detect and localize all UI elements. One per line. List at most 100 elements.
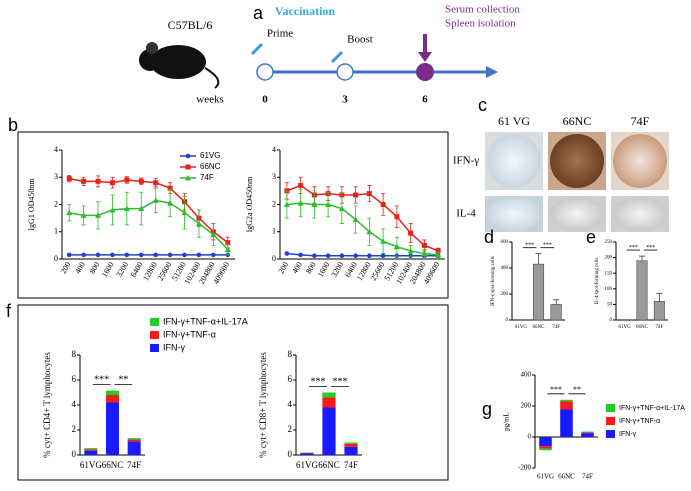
weeks-label: weeks	[196, 94, 224, 106]
marker	[210, 231, 217, 237]
y-tick-label: 1	[272, 227, 276, 236]
y-tick-label: 4	[272, 145, 276, 154]
series-line	[69, 177, 229, 244]
legend-label: IFN-γ	[163, 342, 185, 352]
bar-segment	[344, 443, 358, 447]
series-line	[286, 202, 439, 256]
mouse	[139, 49, 161, 71]
marker	[353, 192, 359, 198]
y-tick-label: 8	[288, 349, 293, 359]
marker	[421, 242, 427, 248]
marker	[81, 178, 87, 184]
well	[487, 134, 541, 188]
panel-box	[17, 304, 449, 481]
x-tick-label: 3200	[114, 260, 130, 278]
x-tick-label: 400	[290, 260, 304, 275]
error-bar	[535, 253, 542, 265]
y-tick-label: 400	[521, 371, 532, 379]
marker	[435, 251, 442, 258]
marker	[138, 252, 144, 258]
bar-segment	[560, 399, 573, 402]
legend-swatch	[606, 430, 615, 438]
marker	[66, 252, 72, 258]
y-tick-label: 2	[272, 199, 276, 208]
y-tick-label: 2	[288, 424, 293, 434]
series-line	[69, 199, 229, 250]
y-tick-label: 200	[501, 292, 509, 297]
marker	[393, 243, 400, 250]
y-tick-label: -200	[518, 464, 531, 472]
significance-label: ***	[94, 374, 109, 385]
timepoint	[336, 63, 354, 81]
marker	[153, 180, 159, 186]
y-tick-label: 6	[288, 374, 293, 384]
bar	[532, 263, 545, 321]
error-bar	[656, 293, 663, 302]
bar-segment	[84, 449, 98, 451]
x-tick-label: 800	[88, 260, 102, 275]
bar-segment	[322, 392, 336, 398]
x-tick-label: 61VG	[296, 460, 318, 470]
x-tick-label: 66NC	[558, 473, 575, 481]
marker	[123, 205, 130, 212]
panel-letter: b	[8, 115, 18, 135]
marker	[124, 252, 130, 258]
marker	[225, 240, 231, 246]
x-tick-label: 74F	[344, 460, 358, 470]
x-tick-label: 66NC	[636, 325, 649, 330]
marker	[435, 248, 441, 254]
marker	[167, 185, 173, 191]
bar-segment	[84, 450, 98, 455]
legend-label: IFN-γ+TNF-α+IL-17A	[163, 316, 248, 326]
y-tick-label: 400	[501, 266, 509, 271]
y-tick-label: 0	[272, 254, 276, 263]
week: 6	[422, 94, 428, 106]
x-tick-label: 1600	[100, 260, 116, 278]
elispot-grid: 61 VG 66NC 74F IFN-γ IL-4	[453, 114, 669, 232]
significance-label: **	[573, 385, 581, 394]
x-tick-label: 61VG	[537, 473, 554, 481]
legend-label: IFN-γ+TNF-α	[619, 418, 660, 425]
well	[550, 197, 604, 231]
strain: C57BL/6	[168, 18, 213, 32]
y-tick-label: 4	[72, 399, 77, 409]
y-tick-label: 2	[72, 424, 77, 434]
marker	[380, 202, 386, 207]
x-tick-label: 400	[73, 260, 87, 275]
error-bar	[639, 255, 645, 261]
marker	[195, 220, 202, 227]
bar	[550, 304, 562, 321]
y-axis-label: % cyt+ CD4+ T lymphocytes	[42, 352, 52, 458]
marker	[366, 191, 372, 197]
bar-segment	[127, 439, 141, 442]
y-axis-label: IgG2a OD450nm	[245, 176, 254, 233]
marker	[110, 252, 115, 258]
marker	[185, 175, 191, 181]
bar-segment	[539, 448, 552, 451]
panel-box	[17, 131, 449, 299]
panel-letter: f	[6, 301, 12, 321]
well	[613, 134, 667, 188]
y-tick-label: 4	[54, 145, 58, 154]
bar-segment	[127, 438, 141, 440]
y-tick-label: 3	[272, 172, 276, 181]
significance-label: ***	[646, 245, 655, 251]
y-axis-label: pg/mL	[503, 412, 511, 431]
marker	[284, 251, 290, 256]
x-tick-label: 74F	[552, 325, 560, 330]
syringe	[330, 50, 344, 64]
y-tick-label: 4	[288, 399, 293, 409]
bar-segment	[84, 448, 98, 450]
bar-segment	[106, 402, 119, 455]
x-tick-label: 61VG	[619, 325, 632, 330]
y-tick-label: 1	[54, 227, 58, 236]
bar-segment	[106, 395, 119, 403]
error-bar	[553, 299, 560, 305]
marker	[367, 253, 372, 259]
marker	[185, 153, 191, 159]
marker	[181, 209, 188, 216]
y-tick-label: 0	[288, 449, 293, 459]
marker	[81, 252, 86, 258]
bar-segment	[581, 431, 594, 433]
